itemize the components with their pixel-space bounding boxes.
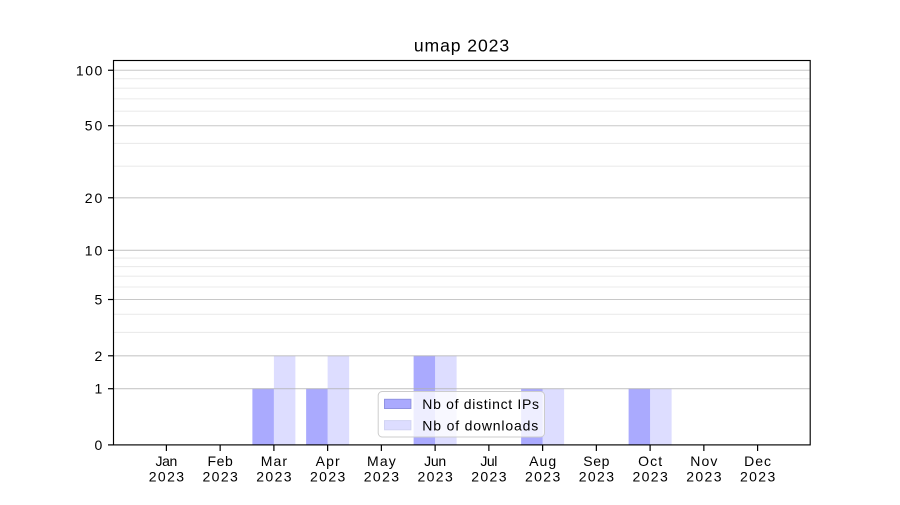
svg-text:Nb of distinct IPs: Nb of distinct IPs [422,396,539,412]
svg-text:100: 100 [76,62,103,78]
svg-text:2023: 2023 [579,469,615,485]
svg-text:Nov: Nov [690,453,717,469]
svg-text:Feb: Feb [208,453,234,469]
svg-text:Jul: Jul [480,453,497,469]
svg-text:May: May [367,453,396,469]
svg-text:2023: 2023 [203,469,239,485]
svg-text:1: 1 [95,381,103,397]
svg-text:5: 5 [95,292,103,308]
svg-text:20: 20 [85,190,103,206]
svg-text:umap 2023: umap 2023 [414,35,510,55]
svg-text:2023: 2023 [686,469,722,485]
svg-text:2: 2 [95,348,103,364]
svg-text:Jun: Jun [424,453,446,469]
svg-text:2023: 2023 [471,469,507,485]
svg-text:2023: 2023 [417,469,453,485]
svg-text:Jan: Jan [156,453,178,469]
svg-text:2023: 2023 [256,469,292,485]
svg-text:Apr: Apr [316,453,340,469]
svg-text:50: 50 [85,118,103,134]
svg-text:2023: 2023 [149,469,185,485]
svg-text:2023: 2023 [740,469,776,485]
svg-text:2023: 2023 [632,469,668,485]
svg-text:Aug: Aug [529,453,556,469]
svg-text:2023: 2023 [310,469,346,485]
svg-text:Mar: Mar [261,453,288,469]
svg-text:0: 0 [95,437,103,453]
svg-text:Oct: Oct [638,453,662,469]
svg-text:10: 10 [85,242,103,258]
svg-text:Nb of downloads: Nb of downloads [422,418,538,434]
svg-text:2023: 2023 [364,469,400,485]
svg-text:Dec: Dec [744,453,771,469]
svg-text:2023: 2023 [525,469,561,485]
svg-text:Sep: Sep [583,453,609,469]
